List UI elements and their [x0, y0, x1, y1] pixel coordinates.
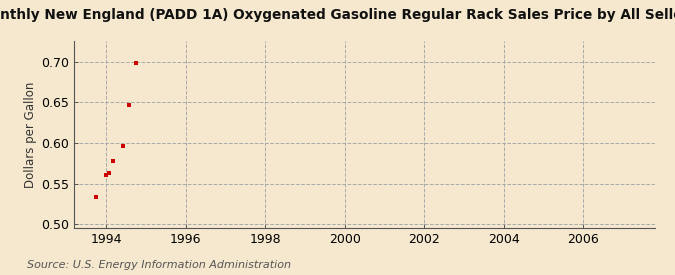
Point: [90, 195, 101, 200]
Point: [107, 159, 118, 163]
Point: [124, 103, 134, 108]
Point: [117, 144, 128, 148]
Point: [104, 171, 115, 175]
Text: Monthly New England (PADD 1A) Oxygenated Gasoline Regular Rack Sales Price by Al: Monthly New England (PADD 1A) Oxygenated…: [0, 8, 675, 22]
Point: [101, 172, 111, 177]
Text: Source: U.S. Energy Information Administration: Source: U.S. Energy Information Administ…: [27, 260, 291, 270]
Y-axis label: Dollars per Gallon: Dollars per Gallon: [24, 82, 37, 188]
Point: [130, 61, 141, 65]
